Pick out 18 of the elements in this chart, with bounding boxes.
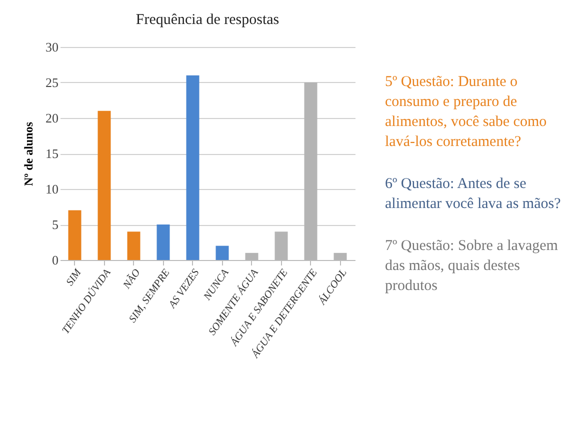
- bar: [127, 232, 140, 260]
- text: 5º Questão: Durante o consumo e preparo de alimentos, você sabe como lavá-los corretamente?: [385, 73, 548, 152]
- bar: [216, 246, 229, 260]
- y-tick-label: 5: [52, 217, 58, 232]
- y-tick-label: 20: [46, 110, 58, 126]
- chart-title: Frequência de respostas: [136, 12, 280, 28]
- bar: [98, 110, 111, 260]
- bar: [68, 210, 82, 260]
- y-tick-label: 0: [52, 252, 58, 268]
- y-tick-label: 15: [46, 146, 58, 161]
- bar: [156, 224, 170, 260]
- text: 6º Questão: Antes de se alimentar você lava as mãos?: [385, 175, 562, 214]
- y-axis-title: Nº de alunos: [22, 122, 36, 186]
- y-tick-label: 25: [46, 75, 58, 90]
- text: 7º Questão: Sobre a lavagem das mãos, quais destes produtos: [385, 237, 559, 296]
- y-tick-label: 10: [46, 182, 58, 196]
- y-tick-label: 30: [46, 40, 58, 54]
- bar: [186, 75, 200, 260]
